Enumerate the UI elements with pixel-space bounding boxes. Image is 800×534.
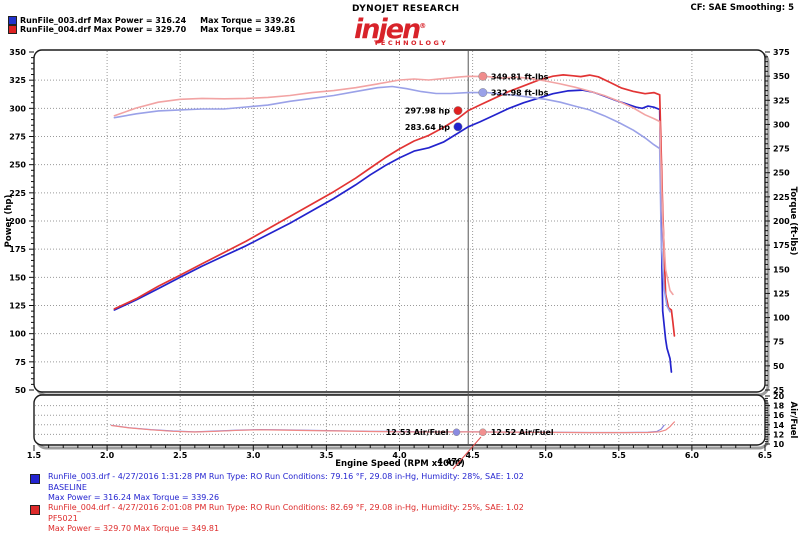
afr-tick-label: 20 <box>773 392 785 401</box>
torque-tick-label: 100 <box>773 314 790 323</box>
power-tick-label: 225 <box>9 189 26 198</box>
legend-swatch-run003-icon <box>8 16 17 25</box>
legend-swatch-run004-icon <box>8 25 17 34</box>
torque-tick-label: 75 <box>773 338 785 347</box>
power-tick-label: 300 <box>9 104 26 113</box>
power-tick-label: 200 <box>9 217 26 226</box>
torque-tick-label: 275 <box>773 145 790 154</box>
afr-tick-label: 18 <box>773 402 785 411</box>
rpm-tick-label: 2.0 <box>100 451 115 460</box>
cf-smoothing-label: CF: SAE Smoothing: 5 <box>690 3 795 13</box>
brand-block: DYNOJET RESEARCH injen® TECHNOLOGY <box>352 4 472 47</box>
rpm-tick-label: 2.5 <box>173 451 188 460</box>
annotation-dot <box>452 428 461 436</box>
torque-tick-label: 150 <box>773 265 790 274</box>
injen-technology-label: TECHNOLOGY <box>374 39 449 47</box>
annotation-dot <box>479 428 487 436</box>
cursor-rpm-readout: 4.470 <box>437 457 463 466</box>
power-tick-label: 75 <box>15 358 27 367</box>
legend-run003-power: RunFile_003.drf Max Power = 316.24 <box>20 16 187 25</box>
injen-logo: injen® <box>354 14 472 45</box>
legend-row-run004: RunFile_004.drf Max Power = 329.70 Max T… <box>8 25 295 34</box>
annotation-label: 12.53 Air/Fuel <box>386 428 449 437</box>
rpm-tick-label: 5.5 <box>612 451 627 460</box>
torque-004-curve <box>113 75 674 296</box>
annotation-dot <box>453 122 463 132</box>
afr-axis-title: Air/Fuel <box>788 402 798 439</box>
torque-003-curve <box>113 85 671 313</box>
legend-run004-power: RunFile_004.drf Max Power = 329.70 <box>20 25 187 34</box>
rpm-tick-label: 4.5 <box>466 451 481 460</box>
power-tick-label: 50 <box>15 386 27 395</box>
annotation-label: 297.98 hp <box>405 107 450 116</box>
rpm-tick-label: 4.0 <box>392 451 407 460</box>
afr-tick-label: 14 <box>773 421 785 430</box>
torque-axis-title: Torque (ft-lbs) <box>788 187 798 256</box>
legend-row-run003: RunFile_003.drf Max Power = 316.24 Max T… <box>8 16 295 25</box>
torque-tick-label: 50 <box>773 362 785 371</box>
rpm-tick-label: 5.0 <box>539 451 554 460</box>
run004-conditions: RunFile_004.drf - 4/27/2016 2:01:08 PM R… <box>48 503 524 512</box>
annotation-dot <box>478 88 488 98</box>
legend-run004-torque: Max Torque = 349.81 <box>200 25 296 34</box>
power-axis-title: Power (hp) <box>4 195 14 248</box>
run003-swatch-icon <box>30 474 40 484</box>
torque-tick-label: 250 <box>773 169 790 178</box>
afr-tick-label: 16 <box>773 411 785 420</box>
legend-run003-torque: Max Torque = 339.26 <box>200 16 296 25</box>
torque-tick-label: 375 <box>773 48 790 57</box>
annotation-dot <box>453 106 463 116</box>
run004-max-values: Max Power = 329.70 Max Torque = 349.81 <box>48 524 220 533</box>
power-tick-label: 100 <box>9 330 26 339</box>
rpm-tick-label: 6.0 <box>685 451 700 460</box>
torque-tick-label: 25 <box>773 386 785 395</box>
run003-conditions: RunFile_003.drf - 4/27/2016 1:31:28 PM R… <box>48 472 524 481</box>
power-tick-label: 175 <box>9 245 26 254</box>
run004-info-block: RunFile_004.drf - 4/27/2016 2:01:08 PM R… <box>28 503 524 534</box>
torque-tick-label: 350 <box>773 72 790 81</box>
annotation-label: 12.52 Air/Fuel <box>491 428 554 437</box>
run004-name: PF5021 <box>48 513 78 523</box>
rpm-tick-label: 6.5 <box>758 451 773 460</box>
x-axis-title: Engine Speed (RPM x1000) <box>335 459 465 469</box>
torque-tick-label: 225 <box>773 193 790 202</box>
rpm-tick-label: 3.0 <box>246 451 261 460</box>
afr-annotation-leader <box>452 436 482 470</box>
afr-tick-label: 10 <box>773 440 785 449</box>
power-003-curve <box>113 89 673 373</box>
run003-max-values: Max Power = 316.24 Max Torque = 339.26 <box>48 493 220 502</box>
power-tick-label: 275 <box>9 133 26 142</box>
afr-004-curve <box>110 421 675 434</box>
dynojet-research-title: DYNOJET RESEARCH <box>352 4 460 14</box>
annotation-label: 349.81 ft-lbs <box>491 72 549 81</box>
torque-tick-label: 125 <box>773 289 790 298</box>
afr-tick-label: 12 <box>773 430 784 439</box>
registered-mark-icon: ® <box>419 22 427 30</box>
torque-tick-label: 200 <box>773 217 790 226</box>
run004-swatch-icon <box>30 505 40 515</box>
power-tick-label: 150 <box>9 273 26 282</box>
annotation-label: 332.98 ft-lbs <box>491 89 549 98</box>
rpm-tick-label: 1.5 <box>27 451 42 460</box>
power-tick-label: 350 <box>9 48 26 57</box>
run003-name: BASELINE <box>48 482 87 492</box>
rpm-tick-label: 3.5 <box>319 451 334 460</box>
annotation-dot <box>478 71 488 81</box>
annotation-label: 283.64 hp <box>405 123 450 132</box>
power-tick-label: 325 <box>9 76 26 85</box>
run003-info-block: RunFile_003.drf - 4/27/2016 1:31:28 PM R… <box>28 472 524 504</box>
power-tick-label: 250 <box>9 161 26 170</box>
power-004-curve <box>113 74 676 337</box>
injen-wordmark: injen <box>354 14 421 45</box>
torque-tick-label: 300 <box>773 120 790 129</box>
power-tick-label: 125 <box>9 302 26 311</box>
torque-tick-label: 325 <box>773 96 790 105</box>
dyno-chart-canvas: 350 325 300 275 250 225 200 175 150 125 100 75 50 375… <box>4 48 798 470</box>
torque-tick-label: 175 <box>773 241 790 250</box>
